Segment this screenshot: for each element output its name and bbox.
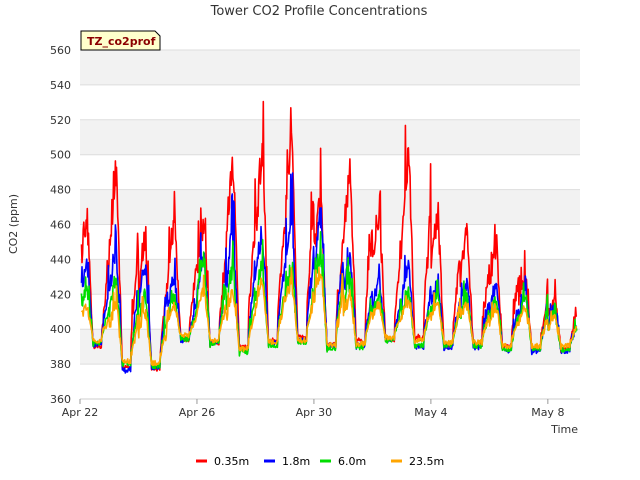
y-tick-label: 360 xyxy=(50,393,71,406)
x-tick-label: Apr 22 xyxy=(62,406,99,419)
y-tick-label: 540 xyxy=(50,79,71,92)
plot-band xyxy=(80,259,580,295)
badge-box xyxy=(80,30,161,51)
legend-label-6.0m: 6.0m xyxy=(338,455,366,468)
x-tick-label: May 4 xyxy=(414,406,447,419)
legend: 0.35m 1.8m 6.0m 23.5m xyxy=(196,455,444,468)
y-tick-label: 500 xyxy=(50,149,71,162)
legend-label-0.35m: 0.35m xyxy=(214,455,249,468)
legend-label-1.8m: 1.8m xyxy=(282,455,310,468)
x-tick-label: May 8 xyxy=(531,406,564,419)
plot-band xyxy=(80,119,580,155)
legend-label-23.5m: 23.5m xyxy=(409,455,444,468)
y-axis-label: CO2 (ppm) xyxy=(7,194,20,254)
plot-band xyxy=(80,189,580,225)
series-line-23.5m xyxy=(80,266,578,367)
y-tick-label: 420 xyxy=(50,288,71,301)
badge: TZ_co2prof xyxy=(80,30,161,51)
y-tick-label: 380 xyxy=(50,358,71,371)
x-tick-label: Apr 26 xyxy=(179,406,216,419)
y-tick-label: 560 xyxy=(50,44,71,57)
series-line-6.0m xyxy=(80,231,578,370)
x-tick-label: Apr 30 xyxy=(296,406,333,419)
y-axis-ticks: 360 380 400 420 440 460 480 500 520 540 560 xyxy=(50,44,71,406)
plot-band xyxy=(80,50,580,85)
chart-title: Tower CO2 Profile Concentrations xyxy=(210,4,428,19)
y-tick-label: 440 xyxy=(50,253,71,266)
x-axis-label: Time xyxy=(550,423,578,436)
series-lines xyxy=(80,100,578,374)
y-tick-label: 520 xyxy=(50,114,71,127)
y-tick-label: 400 xyxy=(50,323,71,336)
y-tick-label: 460 xyxy=(50,219,71,232)
y-tick-label: 480 xyxy=(50,184,71,197)
x-axis-ticks: Apr 22 Apr 26 Apr 30 May 4 May 8 xyxy=(62,398,580,419)
badge-label: TZ_co2prof xyxy=(87,35,156,48)
